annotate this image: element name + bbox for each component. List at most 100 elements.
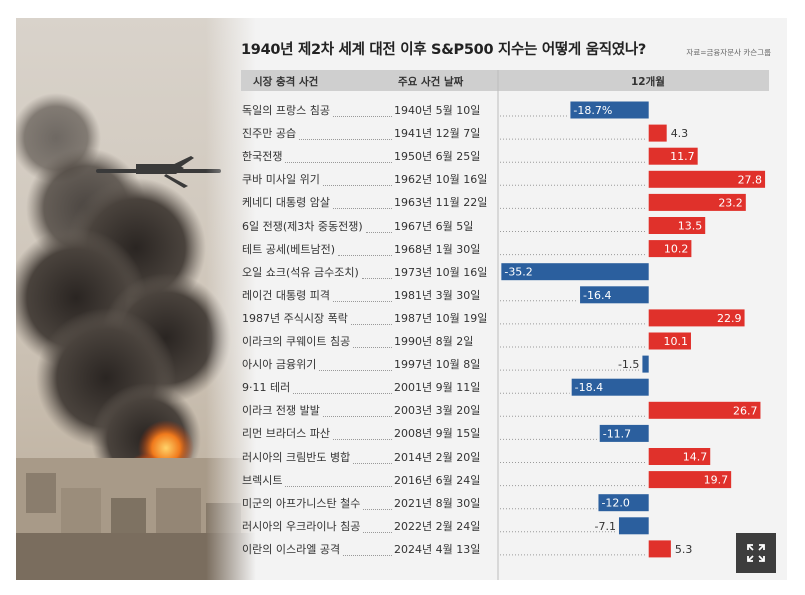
event-date: 2016년 6월 24일 (394, 473, 481, 487)
value-label: 19.7 (704, 474, 729, 487)
bar (648, 401, 761, 419)
event-label: 쿠바 미사일 위기 (242, 173, 320, 187)
event-label: 러시아의 우크라이나 침공 (242, 519, 361, 533)
leader-dots (332, 116, 392, 117)
leader-dots (353, 347, 392, 348)
event-label: 1987년 주식시장 폭락 (242, 311, 348, 325)
bar (648, 332, 691, 350)
table-header: 시장 충격 사건 주요 사건 날짜 12개월 (241, 70, 769, 91)
expand-icon (747, 544, 765, 562)
bar (648, 147, 698, 165)
value-label: 13.5 (678, 220, 703, 233)
bar (571, 378, 649, 396)
event-label: 9·11 테러 (242, 381, 291, 395)
bar (599, 424, 649, 442)
leader-dots (285, 162, 392, 164)
bar (501, 263, 649, 281)
event-date: 1962년 10월 16일 (394, 173, 488, 187)
value-label: 11.7 (670, 150, 695, 163)
chart-title: 1940년 제2차 세계 대전 이후 S&P500 지수는 어떻게 움직였나? (241, 42, 646, 58)
leader-dots (363, 508, 392, 510)
leader-dots (350, 323, 392, 325)
event-date: 1987년 10월 19일 (394, 311, 488, 325)
leader-dots (285, 485, 392, 487)
value-label: 10.1 (663, 335, 688, 348)
value-label: 23.2 (718, 196, 743, 209)
event-date: 1968년 1월 30일 (394, 242, 481, 256)
event-label: 리먼 브라더스 파산 (242, 427, 330, 441)
war-photo-illustration (16, 18, 256, 580)
column-header-12-months: 12개월 (631, 76, 665, 88)
value-label: 26.7 (733, 404, 758, 417)
event-date: 1973년 10월 16일 (394, 265, 488, 279)
value-label: 4.3 (671, 127, 689, 140)
leader-dots (332, 208, 392, 210)
event-date: 2021년 8월 30일 (394, 496, 481, 510)
leader-dots (319, 370, 392, 372)
bar (618, 517, 649, 535)
value-label: 27.8 (738, 173, 763, 186)
event-rows: 독일의 프랑스 침공 1940년 5월 10일 진주만 공습 1941년 12월 7일… (16, 18, 787, 580)
bar-chart: -18.7% 4.3 11.7 27.8 23.2 13.5 10.2 -35.2 -16.4 2… (497, 70, 766, 580)
leader-dots (322, 185, 392, 187)
event-date: 2003년 3월 20일 (394, 404, 481, 418)
bar (642, 355, 649, 373)
event-label: 진주만 공습 (242, 127, 297, 141)
event-date: 2022년 2월 24일 (394, 519, 481, 533)
value-label: -12.0 (601, 497, 629, 510)
column-header-date: 주요 사건 날짜 (398, 76, 464, 88)
event-label: 테트 공세(베트남전) (242, 242, 336, 256)
bar (648, 471, 732, 489)
event-label: 한국전쟁 (242, 150, 283, 164)
bar (648, 217, 706, 234)
value-label: 5.3 (675, 543, 693, 556)
value-label: -16.4 (583, 289, 611, 302)
value-label: -18.4 (575, 381, 603, 394)
event-date: 2014년 2월 20일 (394, 450, 481, 464)
value-label: 10.2 (664, 243, 689, 256)
value-label: -11.7 (603, 427, 631, 440)
event-date: 1990년 8월 2일 (394, 335, 474, 348)
value-label: 22.9 (717, 312, 742, 325)
column-header-event: 시장 충격 사건 (253, 76, 319, 88)
event-label: 이라크 전쟁 발발 (242, 404, 320, 418)
event-date: 2024년 4월 13일 (394, 542, 481, 556)
leader-dots (338, 254, 392, 256)
bar (648, 193, 746, 211)
infographic: 1940년 제2차 세계 대전 이후 S&P500 지수는 어떻게 움직였나? … (16, 18, 787, 580)
leader-dots (332, 439, 392, 441)
bar (648, 170, 766, 188)
event-label: 레이건 대통령 피격 (242, 288, 330, 302)
expand-button[interactable] (736, 533, 776, 573)
event-label: 케네디 대통령 암살 (242, 196, 330, 210)
event-date: 1963년 11월 22일 (394, 196, 488, 210)
event-label: 아시아 금융위기 (242, 358, 317, 372)
event-date: 2008년 9월 15일 (394, 427, 481, 441)
event-date: 1941년 12월 7일 (394, 127, 481, 141)
bar (598, 494, 649, 512)
event-date: 1981년 3월 30일 (394, 288, 481, 302)
value-label: -1.5 (618, 358, 639, 371)
leader-dots (322, 416, 392, 418)
leader-dots (299, 139, 392, 141)
value-label: -7.1 (595, 520, 616, 533)
leader-dots (343, 554, 392, 556)
leader-dots (293, 393, 392, 395)
event-label: 브렉시트 (242, 473, 283, 487)
event-date: 1940년 5월 10일 (394, 104, 481, 117)
event-label: 6일 전쟁(제3차 중동전쟁) (242, 219, 363, 233)
source-note: 자료=금융자문사 카슨그룹 (686, 48, 771, 57)
leader-dots (353, 462, 392, 464)
event-label: 러시아의 크림반도 병합 (242, 450, 351, 464)
bar (648, 448, 711, 465)
value-label: -18.7% (573, 104, 612, 117)
event-label: 미군의 아프가니스탄 철수 (242, 496, 361, 510)
event-date: 1997년 10월 8일 (394, 358, 481, 372)
leader-dots (361, 277, 392, 279)
bar (570, 101, 649, 119)
event-label: 오일 쇼크(석유 금수조치) (242, 265, 359, 279)
event-label: 이라크의 쿠웨이트 침공 (242, 335, 351, 348)
leader-dots (365, 231, 392, 233)
bar (648, 309, 745, 327)
bar (648, 240, 692, 258)
